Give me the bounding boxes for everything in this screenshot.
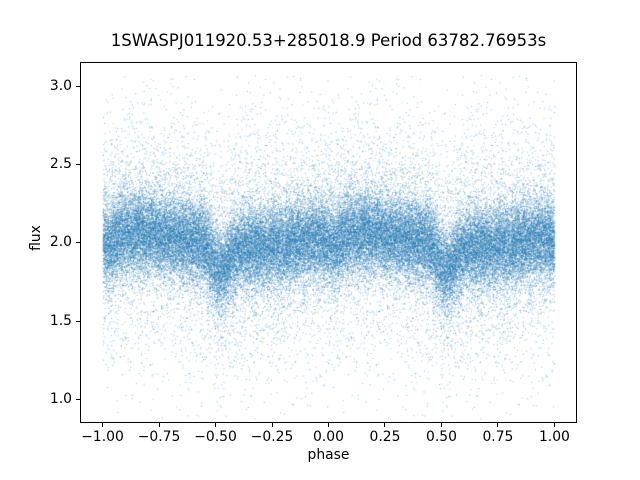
x-tick — [384, 423, 386, 427]
x-tick-label: −1.00 — [81, 429, 124, 445]
y-tick — [76, 242, 80, 244]
x-tick — [440, 423, 442, 427]
x-tick-label: 0.00 — [313, 429, 344, 445]
y-tick-label: 1.5 — [49, 312, 72, 329]
scatter-canvas — [80, 62, 577, 423]
x-tick-label: −0.75 — [137, 429, 181, 445]
y-tick — [76, 399, 80, 401]
x-tick-label: 0.75 — [482, 429, 514, 445]
x-tick — [158, 423, 160, 427]
chart-title: 1SWASPJ011920.53+285018.9 Period 63782.7… — [110, 31, 547, 50]
y-axis-label: flux — [28, 225, 44, 251]
x-tick — [553, 423, 555, 427]
x-tick-label: 0.50 — [425, 429, 457, 445]
y-tick-label: 2.0 — [49, 234, 72, 251]
x-tick — [102, 423, 104, 427]
y-tick-label: 1.0 — [49, 391, 72, 408]
x-tick — [215, 423, 217, 427]
y-tick-label: 3.0 — [49, 77, 72, 94]
y-tick — [76, 163, 80, 165]
y-tick — [76, 85, 80, 87]
x-tick-label: 1.00 — [538, 429, 570, 445]
x-tick — [497, 423, 499, 427]
x-axis-label: phase — [307, 447, 350, 463]
x-tick-label: −0.50 — [194, 429, 237, 445]
x-tick-label: 0.25 — [369, 429, 401, 445]
x-tick-label: −0.25 — [250, 429, 294, 445]
x-tick — [328, 423, 329, 427]
x-tick — [271, 423, 273, 427]
y-tick-label: 2.5 — [49, 155, 72, 172]
y-tick — [76, 320, 80, 322]
